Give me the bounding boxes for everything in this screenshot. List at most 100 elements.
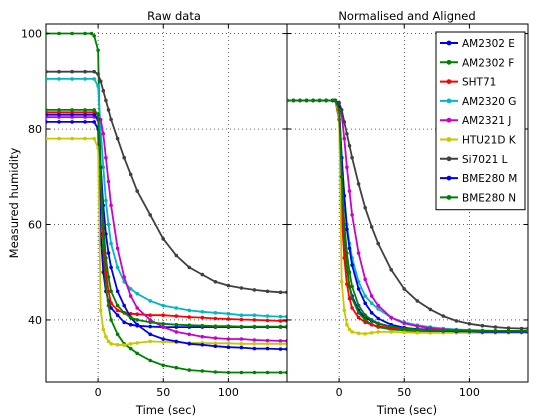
raw-data-series-4-point-9 [106, 179, 111, 184]
normalised-series-8-point-20 [402, 326, 407, 331]
raw-data-series-6-point-12 [122, 155, 126, 160]
raw-data-series-4-point-18 [187, 332, 192, 337]
raw-data-series-3-point-15 [148, 299, 152, 303]
normalised-series-1-point-13 [347, 284, 352, 289]
raw-data-series-6-point-11 [115, 136, 120, 141]
raw-data-x-tick-label-0: 0 [95, 386, 102, 399]
normalised-series-8-point-23 [441, 328, 446, 333]
normalised-series [287, 98, 528, 336]
raw-data-series-6-point-8 [104, 98, 108, 103]
raw-data-series-7-point-19 [200, 343, 205, 347]
raw-data-series-5-point-10 [109, 342, 113, 346]
raw-data-series-2-point-19 [200, 315, 205, 320]
raw-data-series-8-point-13 [128, 315, 133, 320]
raw-data-series-5-point-15 [148, 339, 152, 344]
normalised-series-6-point-16 [363, 206, 368, 210]
normalised-series-2-point-17 [369, 322, 374, 327]
normalised-series-6-point-10 [339, 108, 344, 112]
normalised-series-5-point-20 [402, 330, 407, 335]
normalised-series-4-point-18 [376, 303, 381, 308]
raw-data-series-7-point-25 [278, 347, 283, 351]
normalised-series-5-point-18 [376, 330, 381, 334]
raw-data-series-0-point-2 [70, 120, 74, 124]
normalised-ticks: 0 50 100 [287, 24, 528, 399]
raw-data-series-5 [46, 136, 287, 348]
raw-data-series-8-point-9 [106, 275, 111, 279]
normalised-series-8-point-17 [369, 318, 374, 322]
raw-data-series-7-point-16 [161, 337, 165, 341]
legend-entry-0: AM2302 E [440, 38, 515, 50]
normalised-series-8-point-11 [342, 222, 347, 227]
normalised-series-8-point-4 [311, 98, 315, 103]
normalised-series-8-point-18 [376, 321, 381, 326]
raw-data-series-6-point-17 [174, 253, 179, 258]
raw-data-series-3-point-5 [96, 84, 100, 88]
raw-data-series-8-point-17 [174, 322, 179, 327]
raw-data-series-0-point-15 [148, 324, 152, 329]
legend-entry-8: BME280 N [440, 192, 516, 204]
normalised-series-8-point-3 [304, 98, 309, 103]
normalised-series-6-point-26 [480, 323, 485, 328]
raw-data-series-5-point-4 [92, 136, 96, 141]
raw-data-series-5-point-20 [213, 341, 218, 346]
raw-data-series-6 [46, 69, 287, 295]
legend-swatch-marker-0 [446, 40, 452, 46]
normalised-series-8-point-5 [317, 98, 322, 103]
raw-data-series-3-point-11 [115, 265, 120, 270]
raw-data-series-8-point-24 [265, 324, 270, 329]
raw-data-series-6-point-22 [239, 286, 244, 290]
raw-data-series-6-point-15 [148, 213, 152, 217]
raw-data-series-3-point-18 [187, 308, 192, 313]
normalised-series-3-point-16 [363, 294, 368, 298]
raw-data-series-3-point-25 [278, 314, 283, 319]
raw-data-series-3-point-7 [101, 165, 106, 169]
normalised-series-1-point-15 [356, 311, 361, 315]
raw-data-series-7-point-18 [187, 342, 192, 346]
normalised-series-5-point-13 [347, 327, 352, 332]
raw-data-series-6-point-20 [213, 280, 218, 284]
raw-data-series-4-point-7 [101, 132, 106, 136]
legend-label-4: AM2321 J [462, 115, 511, 127]
normalised-series-4-point-20 [402, 321, 407, 326]
raw-data-series-4-point-11 [115, 246, 120, 251]
raw-data-series-8-point-22 [239, 324, 244, 329]
raw-data-series-5-point-0 [46, 136, 48, 141]
normalised-series-6-point-22 [428, 307, 433, 312]
raw-data-series-6-point-3 [83, 69, 87, 74]
raw-data-series-6-point-1 [57, 69, 61, 74]
legend-label-8: BME280 N [462, 192, 516, 204]
raw-data-series-1-point-10 [106, 303, 111, 308]
raw-data-series-2-point-9 [106, 289, 111, 294]
raw-data-series-7-point-10 [109, 265, 113, 270]
raw-data-series-4-point-6 [98, 117, 103, 122]
raw-data-series-8-point-10 [109, 289, 113, 294]
raw-data-series-7-point-20 [213, 344, 218, 349]
y-axis-label: Measured humidity [7, 148, 21, 259]
normalised-series-2-point-12 [345, 282, 349, 286]
normalised-series-4-point-17 [369, 294, 374, 298]
raw-data-series-5-point-22 [239, 342, 244, 346]
normalised-series-8-point-15 [356, 303, 361, 308]
raw-data-series-1-point-16 [148, 358, 152, 363]
raw-data-series-0-point-3 [83, 120, 87, 124]
normalised-series-2-point-13 [347, 296, 352, 301]
raw-data-series-4-point-20 [213, 336, 218, 340]
raw-data-series-4-point-22 [239, 337, 244, 341]
raw-data-series-8-point-11 [115, 303, 120, 308]
raw-data-series-4-point-16 [161, 325, 165, 329]
normalised-series-7-point-16 [363, 301, 368, 306]
normalised-series-6-point-19 [389, 268, 394, 272]
raw-data-series-8-point-6 [98, 174, 103, 179]
normalised-series-3-point-18 [376, 307, 381, 311]
legend-label-2: SHT71 [462, 77, 496, 89]
legend-entry-1: AM2302 F [440, 57, 514, 69]
raw-data-series-2-point-23 [252, 318, 257, 322]
normalised-series-6-point-21 [415, 299, 420, 303]
raw-data-series-7-point-14 [135, 322, 139, 327]
normalised-series-8-point-22 [428, 328, 433, 332]
raw-data-series-3-point-9 [106, 222, 111, 227]
raw-data-series-4-point-12 [122, 275, 126, 279]
raw-data-series-8-point-21 [226, 324, 231, 329]
normalised-series-8-point-29 [519, 329, 524, 333]
raw-data-series-8-point-1 [57, 108, 61, 112]
